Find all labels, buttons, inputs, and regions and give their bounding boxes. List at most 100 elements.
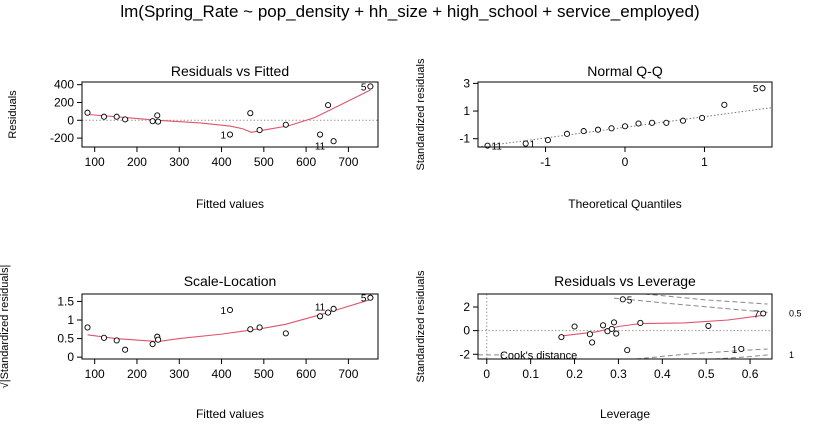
point-label: 5	[361, 294, 367, 305]
data-point	[637, 319, 644, 327]
data-point	[330, 138, 337, 145]
data-point	[149, 118, 156, 125]
plot-frame	[81, 293, 379, 360]
y-tick-label: 1.5	[57, 294, 74, 308]
point-label: 1	[530, 140, 536, 151]
y-tick-label: 3	[463, 76, 470, 90]
data-point	[256, 324, 263, 331]
data-point	[624, 347, 631, 354]
x-tick-label: 1	[701, 155, 708, 169]
data-point	[113, 337, 120, 344]
x-axis-label: Fitted values	[196, 407, 264, 421]
data-point	[699, 114, 706, 122]
x-tick-label: 100	[85, 367, 105, 381]
data-point	[522, 140, 529, 147]
x-tick-label: 600	[296, 155, 316, 169]
data-point	[589, 339, 596, 346]
x-tick-label: 600	[296, 367, 316, 381]
data-point	[608, 325, 615, 332]
figure-title: lm(Spring_Rate ~ pop_density + hh_size +…	[120, 2, 699, 21]
data-point	[571, 323, 578, 330]
y-tick-label: 2	[463, 300, 470, 314]
data-point	[613, 330, 620, 337]
x-tick-label: 700	[338, 155, 358, 169]
y-axis-label: √|Standardized residuals|	[0, 265, 11, 389]
data-point	[663, 119, 670, 126]
data-point	[100, 334, 108, 341]
residuals-vs-leverage-plot: Residuals vs Leverage Cook's distance 0.5 1…	[415, 270, 802, 421]
x-tick-label: 400	[212, 367, 232, 381]
data-point	[84, 109, 91, 116]
data-point	[155, 336, 162, 343]
point-label: 1	[220, 131, 226, 142]
y-axis-label: Residuals	[7, 90, 19, 139]
data-point	[84, 324, 91, 331]
y-tick-label: 0.5	[57, 332, 74, 346]
data-point	[580, 128, 587, 135]
data-point	[100, 113, 108, 120]
cooks-distance-contours	[478, 293, 768, 360]
cooks-level-label: 0.5	[789, 308, 802, 318]
data-point	[226, 306, 234, 314]
x-tick-label: 500	[254, 155, 274, 169]
plot-title: Scale-Location	[184, 273, 277, 289]
data-point	[610, 319, 618, 326]
plot-title: Residuals vs Fitted	[171, 63, 289, 79]
x-tick-label: 200	[127, 367, 147, 381]
y-axis-label: Standardized residuals	[415, 270, 427, 382]
data-point	[325, 309, 332, 316]
data-point	[155, 118, 162, 125]
data-point	[247, 326, 254, 333]
x-tick-label: 0.4	[654, 367, 671, 381]
data-point	[619, 296, 626, 303]
x-axis-label: Theoretical Quantiles	[568, 197, 681, 211]
x-tick-label: 0.6	[742, 367, 759, 381]
cooks-contour-0-5-upper	[613, 297, 768, 313]
cooks-contour-0-5-lower	[635, 348, 768, 360]
cooks-legend-label: Cook's distance	[500, 350, 577, 362]
data-point	[760, 310, 767, 317]
point-label: 1	[220, 306, 226, 317]
cooks-contour-1-lower	[714, 354, 768, 360]
data-point	[679, 117, 687, 124]
data-point	[586, 331, 593, 338]
x-tick-label: 100	[85, 155, 105, 169]
data-point	[149, 341, 156, 348]
x-tick-label: 700	[338, 367, 358, 381]
data-point	[563, 130, 571, 137]
y-tick-label: 1	[67, 313, 74, 327]
data-point	[226, 131, 234, 138]
data-point	[721, 101, 728, 108]
cooks-level-label: 1	[789, 350, 794, 360]
x-tick-label: 0.5	[698, 367, 715, 381]
x-tick-label: 0	[622, 155, 629, 169]
data-point	[608, 125, 615, 132]
data-point	[600, 322, 607, 329]
point-label: 5	[753, 84, 759, 95]
x-tick-label: 0.1	[522, 367, 539, 381]
y-tick-label: 400	[54, 78, 74, 92]
x-tick-label: 0.3	[610, 367, 627, 381]
y-tick-label: 0	[463, 324, 470, 338]
data-point	[635, 120, 642, 127]
x-tick-label: 0	[483, 367, 490, 381]
point-label: 11	[315, 302, 326, 313]
data-point	[317, 313, 324, 320]
x-tick-label: 0.2	[566, 367, 583, 381]
data-point	[330, 305, 337, 312]
x-tick-label: 400	[212, 155, 232, 169]
data-point	[759, 85, 766, 92]
point-label: 5	[627, 295, 633, 306]
y-tick-label: 200	[54, 95, 74, 109]
point-label: 1	[732, 345, 738, 356]
y-tick-label: -2	[459, 347, 470, 361]
y-tick-label: -200	[50, 131, 74, 145]
y-tick-label: 1	[463, 104, 470, 118]
data-point	[594, 126, 602, 133]
x-tick-label: 200	[127, 155, 147, 169]
y-tick-label: 0	[67, 350, 74, 364]
